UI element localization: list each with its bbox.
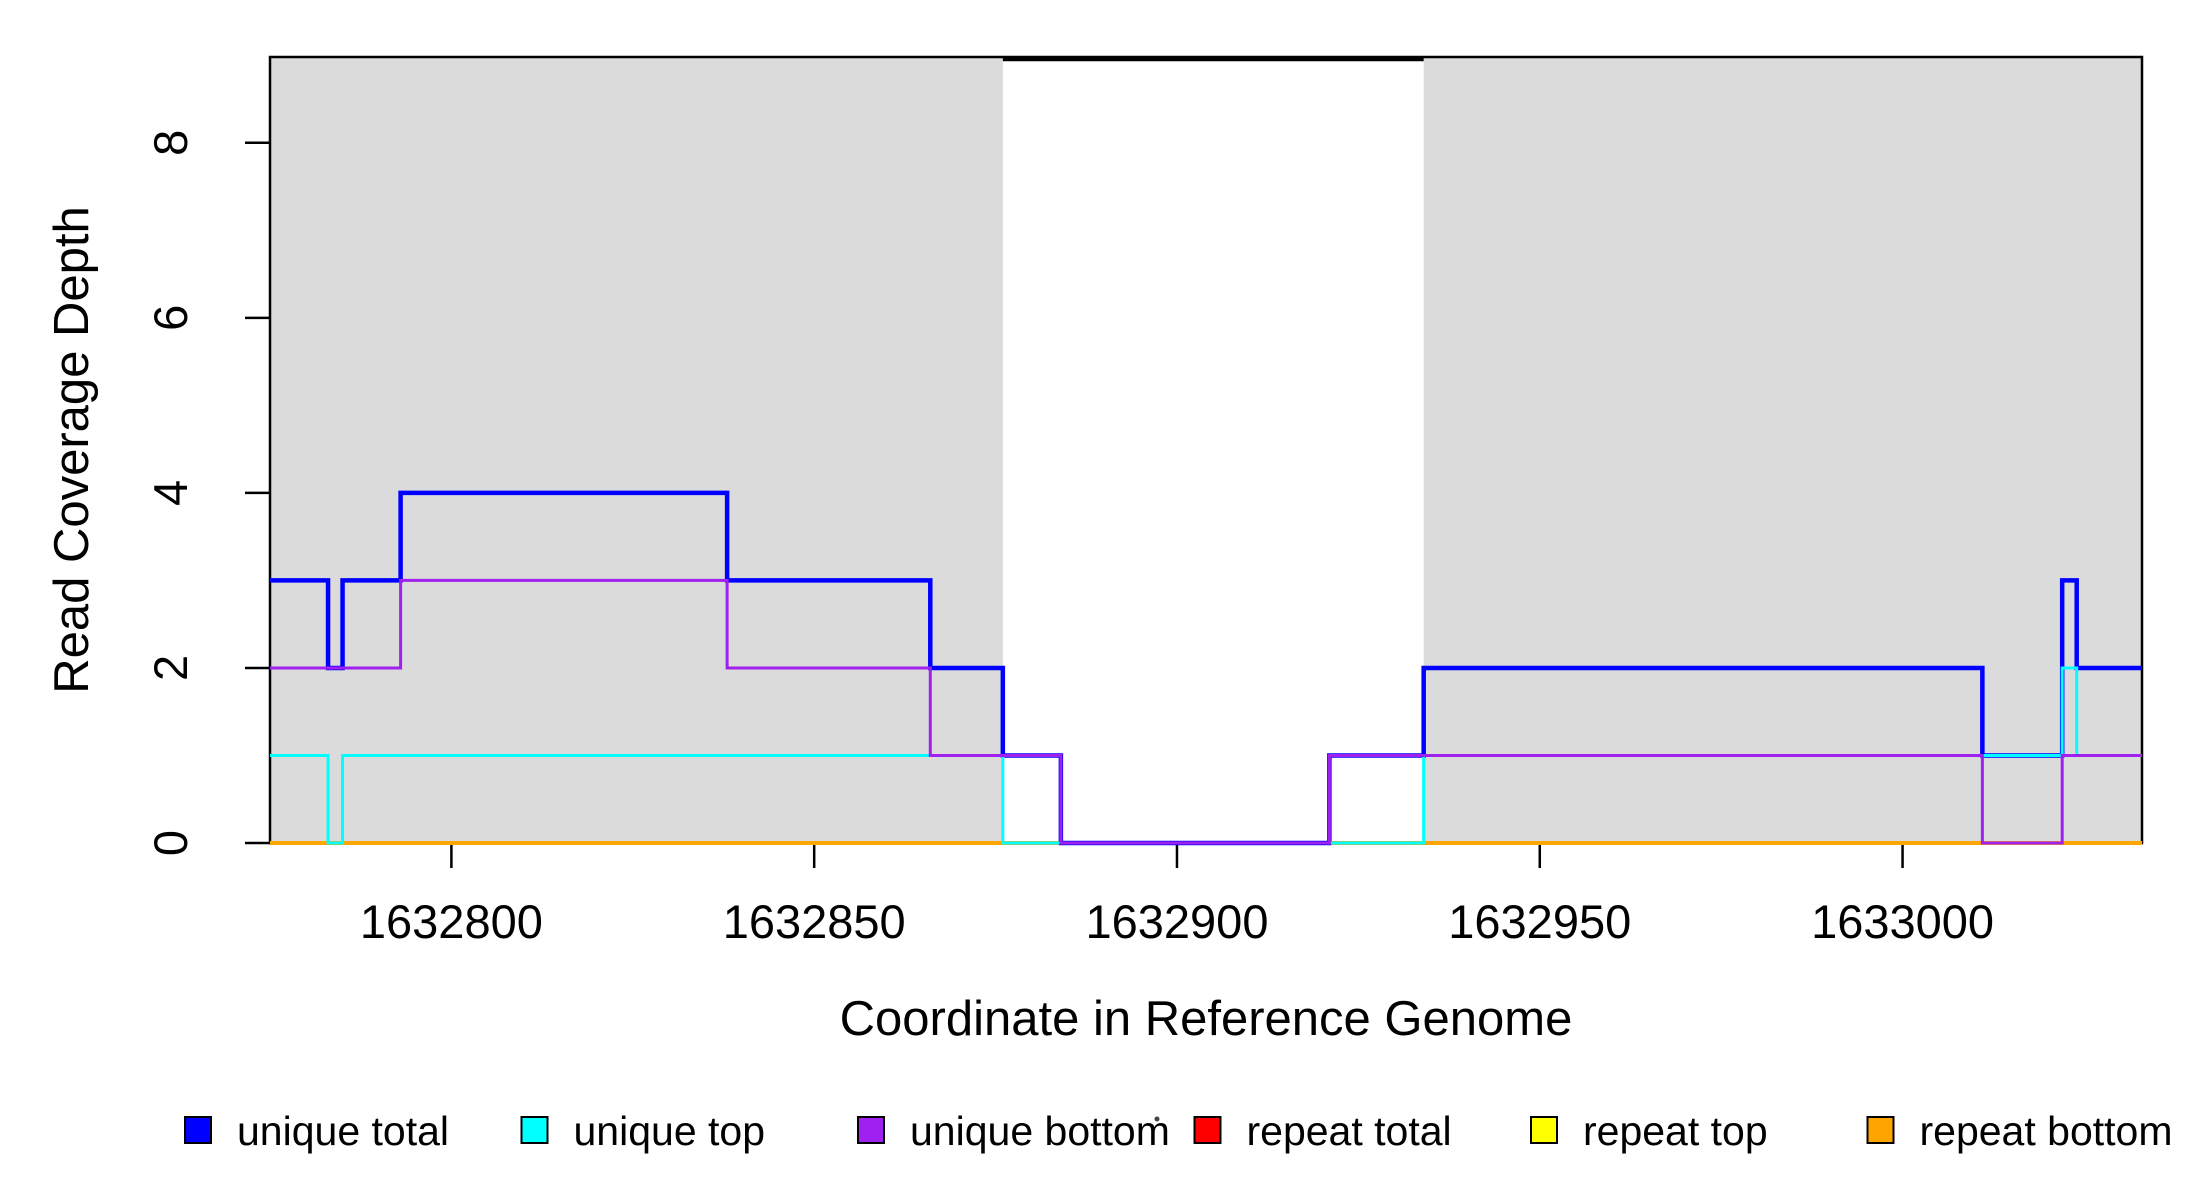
x-tick-label: 1632850 — [723, 895, 906, 948]
shaded-region-1 — [270, 57, 1003, 843]
legend-label-unique-bottom: unique bottom — [910, 1108, 1170, 1154]
shaded-region-2 — [1423, 57, 2142, 843]
legend-swatch-unique-bottom — [857, 1116, 885, 1144]
legend-swatch-unique-total — [184, 1116, 212, 1144]
y-tick-label: 6 — [144, 305, 197, 331]
legend-label-repeat-bottom: repeat bottom — [1920, 1108, 2173, 1154]
legend-label-unique-total: unique total — [237, 1108, 449, 1154]
y-tick-label: 0 — [144, 830, 197, 856]
legend-swatch-unique-top — [520, 1116, 549, 1144]
legend-label-unique-top: unique top — [574, 1108, 766, 1154]
x-axis-title: Coordinate in Reference Genome — [840, 992, 1573, 1046]
series-line-unique-bottom — [270, 578, 2142, 845]
legend-label-repeat-total: repeat total — [1247, 1108, 1452, 1154]
legend-swatch-repeat-bottom — [1866, 1116, 1895, 1144]
x-tick-label: 1632900 — [1085, 895, 1268, 948]
x-tick-label: 1633000 — [1811, 895, 1994, 948]
legend-label-repeat-top: repeat top — [1583, 1108, 1768, 1154]
y-tick-label: 8 — [144, 130, 197, 156]
x-tick-label: 1632800 — [360, 895, 543, 948]
y-axis-title: Read Coverage Depth — [45, 206, 99, 694]
stray-dot-artifact — [1154, 1116, 1160, 1122]
y-tick-label: 4 — [144, 480, 197, 506]
x-tick-label: 1632950 — [1448, 895, 1631, 948]
legend-swatch-repeat-total — [1193, 1116, 1222, 1144]
y-tick-label: 2 — [144, 655, 197, 681]
legend-swatch-repeat-top — [1530, 1116, 1558, 1144]
